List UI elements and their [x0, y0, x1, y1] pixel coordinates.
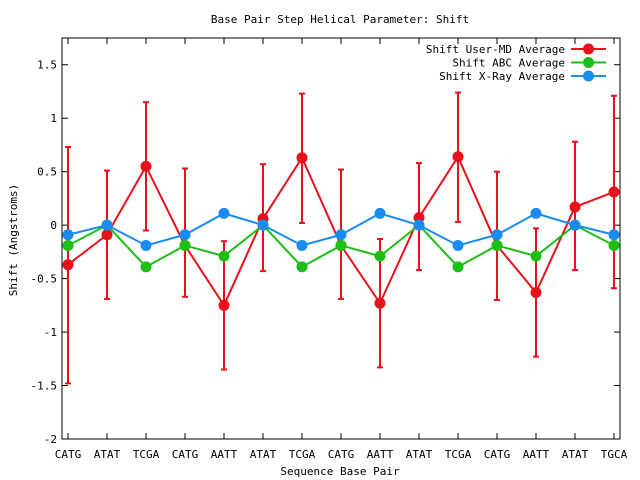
data-point	[218, 299, 230, 311]
data-point	[296, 239, 308, 251]
y-tick-label: 1	[50, 112, 57, 125]
data-point	[452, 239, 464, 251]
legend-label: Shift User-MD Average	[426, 43, 565, 56]
data-point	[491, 229, 503, 241]
x-tick-label: CATG	[55, 448, 82, 461]
x-tick-label: CATG	[484, 448, 511, 461]
legend-label: Shift ABC Average	[452, 57, 565, 70]
legend-marker	[583, 70, 594, 82]
data-point	[101, 229, 113, 241]
data-point	[140, 160, 152, 172]
y-tick-label: 1.5	[37, 59, 57, 72]
x-tick-label: CATG	[172, 448, 199, 461]
x-tick-label: TCGA	[133, 448, 160, 461]
data-point	[530, 287, 542, 299]
x-tick-label: ATAT	[250, 448, 277, 461]
x-tick-label: TCGA	[289, 448, 316, 461]
data-point	[569, 219, 581, 231]
x-tick-label: TCGA	[445, 448, 472, 461]
data-point	[296, 261, 308, 273]
data-point	[140, 239, 152, 251]
y-axis-label: Shift (Angstroms)	[7, 184, 20, 297]
data-point	[62, 259, 74, 271]
legend-marker	[583, 43, 594, 55]
data-point	[62, 239, 74, 251]
series-layer	[62, 91, 620, 385]
x-tick-label: AATT	[367, 448, 394, 461]
data-point	[335, 239, 347, 251]
data-point	[140, 261, 152, 273]
data-point	[413, 219, 425, 231]
data-point	[101, 219, 113, 231]
x-tick-label: AATT	[211, 448, 238, 461]
x-tick-label: ATAT	[562, 448, 589, 461]
x-tick-label: ATAT	[94, 448, 121, 461]
data-point	[452, 151, 464, 163]
data-point	[569, 201, 581, 213]
data-point	[608, 186, 620, 198]
data-point	[374, 207, 386, 219]
x-tick-label: ATAT	[406, 448, 433, 461]
data-point	[608, 229, 620, 241]
data-point	[452, 261, 464, 273]
y-tick-label: 0	[50, 219, 57, 232]
x-tick-label: CATG	[328, 448, 355, 461]
series-2	[62, 207, 620, 251]
data-point	[179, 229, 191, 241]
data-point	[218, 250, 230, 262]
legend-label: Shift X-Ray Average	[439, 70, 565, 83]
data-point	[179, 239, 191, 251]
axes: -2 -1.5 -1 -0.5 0 0.5 1 1.5 CATG ATAT TCGA CATG AATT…	[31, 37, 628, 461]
y-tick-label: 0.5	[37, 166, 57, 179]
y-tick-label: -1.5	[31, 380, 58, 393]
legend-marker	[583, 57, 594, 68]
chart-title: Base Pair Step Helical Parameter: Shift	[211, 13, 469, 26]
y-tick-label: -2	[44, 433, 57, 446]
x-tick-label: TGCA	[601, 448, 628, 461]
data-point	[530, 207, 542, 219]
data-point	[608, 239, 620, 251]
data-point	[218, 207, 230, 219]
data-point	[374, 250, 386, 262]
data-point	[491, 239, 503, 251]
data-point	[257, 219, 269, 231]
x-axis-label: Sequence Base Pair	[280, 465, 400, 478]
x-tick-label: AATT	[523, 448, 550, 461]
y-tick-label: -1	[44, 326, 57, 339]
data-point	[296, 152, 308, 164]
y-tick-label: -0.5	[31, 273, 58, 286]
data-point	[530, 250, 542, 262]
data-point	[374, 297, 386, 309]
data-point	[335, 229, 347, 241]
data-point	[62, 229, 74, 241]
